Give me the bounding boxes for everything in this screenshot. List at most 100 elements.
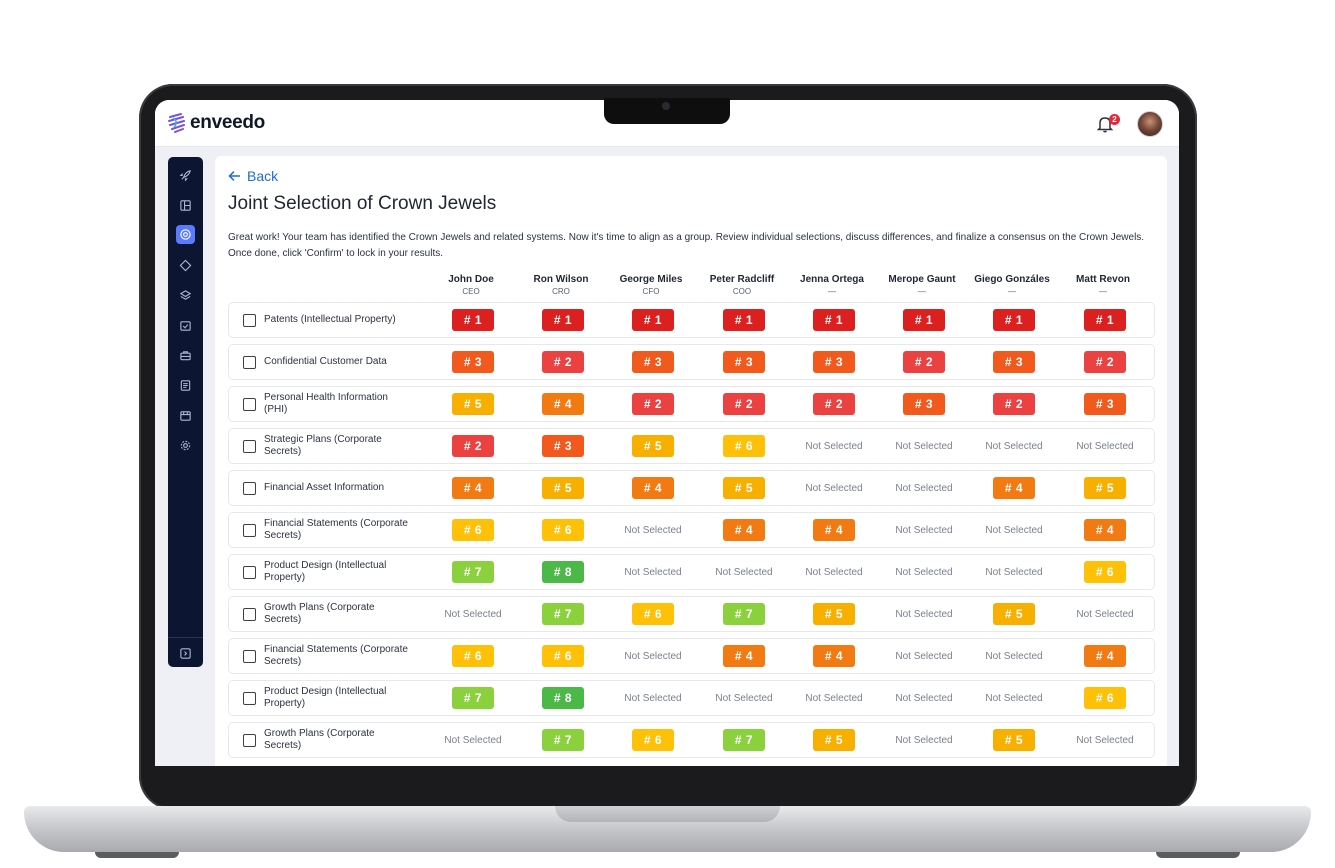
row-checkbox[interactable] [243,314,256,327]
rank-badge: # 5 [452,393,494,415]
rank-badge: # 4 [813,519,855,541]
not-selected-label: Not Selected [1076,440,1134,452]
member-role: CFO [642,287,660,296]
rank-badge: # 3 [452,351,494,373]
row-checkbox[interactable] [243,356,256,369]
rank-cell: Not Selected [879,434,969,458]
row-label: Patents (Intellectual Property) [264,314,396,325]
rank-cell: Not Selected [879,644,969,668]
clipboard-check-icon[interactable] [176,316,195,335]
row-checkbox[interactable] [243,524,256,537]
rank-badge: # 2 [1084,351,1126,373]
settings-gear-icon[interactable] [176,436,195,455]
enveedo-logo[interactable]: enveedo [167,112,265,134]
rank-cell: # 3 [428,350,518,374]
not-selected-label: Not Selected [715,566,773,578]
row-label: Strategic Plans (Corporate Secrets) [264,434,382,457]
row-checkbox[interactable] [243,440,256,453]
row-checkbox[interactable] [243,692,256,705]
rank-cell: Not Selected [969,518,1059,542]
rank-cell: # 4 [789,518,879,542]
not-selected-label: Not Selected [805,566,863,578]
sidebar [168,157,203,667]
rank-cell: # 5 [789,602,879,626]
row-checkbox[interactable] [243,398,256,411]
rank-badge: # 5 [632,435,674,457]
not-selected-label: Not Selected [444,734,502,746]
layout-icon[interactable] [176,196,195,215]
row-checkbox[interactable] [243,566,256,579]
rank-cell: Not Selected [879,476,969,500]
table-row: Growth Plans (Corporate Secrets) Not Sele… [228,596,1155,632]
user-avatar[interactable] [1137,111,1163,137]
not-selected-label: Not Selected [895,524,953,536]
rank-cell: Not Selected [699,560,789,584]
diamond-icon[interactable] [176,256,195,275]
main-panel: Back Joint Selection of Crown Jewels Gre… [215,156,1167,766]
rank-cell: # 7 [699,728,789,752]
rank-cell: # 2 [1060,350,1150,374]
table-row: Patents (Intellectual Property) # 1 # 1 # 1… [228,302,1155,338]
row-label: Financial Statements (Corporate Secrets) [264,518,408,541]
rank-cell: # 5 [518,476,608,500]
not-selected-label: Not Selected [985,524,1043,536]
rank-cell: # 7 [699,602,789,626]
target-icon[interactable] [176,225,195,244]
rank-badge: # 6 [542,519,584,541]
rank-cell: # 4 [1060,644,1150,668]
not-selected-label: Not Selected [805,692,863,704]
page-description: Great work! Your team has identified the… [228,232,1145,259]
document-list-icon[interactable] [176,376,195,395]
rank-badge: # 2 [542,351,584,373]
expand-sidebar-icon[interactable] [176,644,195,663]
layers-icon[interactable] [176,286,195,305]
member-header: Matt Revon — [1058,274,1148,296]
member-role: — [828,287,836,296]
rank-cell: # 4 [608,476,698,500]
rank-cell: # 5 [608,434,698,458]
member-name: Giego Gonzáles [974,274,1050,285]
rank-cell: # 1 [699,308,789,332]
member-name: Matt Revon [1076,274,1130,285]
calendar-icon[interactable] [176,406,195,425]
back-link[interactable]: Back [228,168,278,184]
not-selected-label: Not Selected [895,482,953,494]
row-label: Financial Statements (Corporate Secrets) [264,644,408,667]
rocket-icon[interactable] [176,166,195,185]
rank-cell: # 3 [969,350,1059,374]
rank-cell: # 3 [1060,392,1150,416]
rank-badge: # 4 [1084,645,1126,667]
sidebar-divider [168,637,203,638]
rank-cell: # 8 [518,560,608,584]
rank-cell: Not Selected [428,602,518,626]
rank-cell: # 3 [518,434,608,458]
rank-badge: # 5 [993,729,1035,751]
rank-cell: # 4 [518,392,608,416]
not-selected-label: Not Selected [895,692,953,704]
row-checkbox[interactable] [243,650,256,663]
rank-badge: # 7 [452,687,494,709]
briefcase-icon[interactable] [176,346,195,365]
page-title: Joint Selection of Crown Jewels [228,193,497,214]
rank-badge: # 6 [1084,687,1126,709]
table-row: Strategic Plans (Corporate Secrets) # 2 # … [228,428,1155,464]
rank-cell: # 2 [428,434,518,458]
rank-cell: # 5 [789,728,879,752]
rank-cell: # 6 [608,602,698,626]
member-header: Giego Gonzáles — [967,274,1057,296]
member-header: George Miles CFO [606,274,696,296]
rank-cell: Not Selected [608,518,698,542]
not-selected-label: Not Selected [1076,734,1134,746]
rank-cell: # 7 [428,560,518,584]
rank-cell: Not Selected [969,686,1059,710]
row-checkbox[interactable] [243,482,256,495]
rank-cell: Not Selected [879,518,969,542]
row-checkbox[interactable] [243,734,256,747]
rank-cell: # 2 [789,392,879,416]
rank-badge: # 8 [542,687,584,709]
row-label: Confidential Customer Data [264,356,387,367]
rank-badge: # 7 [452,561,494,583]
rank-cell: # 1 [969,308,1059,332]
row-checkbox[interactable] [243,608,256,621]
rank-cell: # 4 [969,476,1059,500]
